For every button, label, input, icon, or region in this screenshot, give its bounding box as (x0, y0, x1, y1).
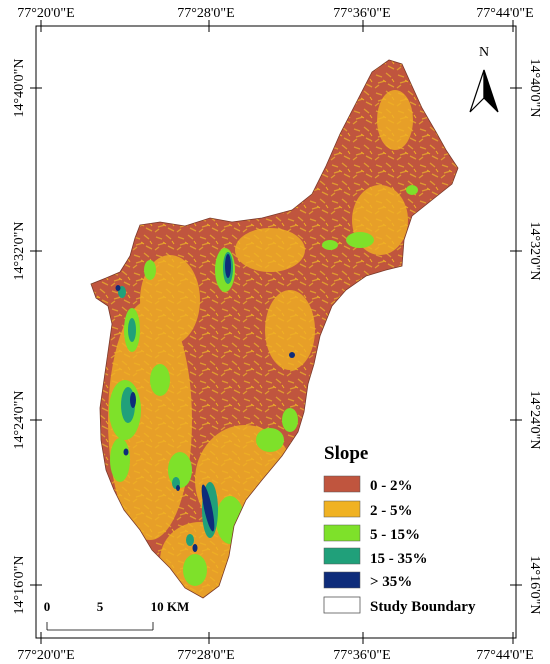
left-tick-label-1: 14°40'0"N (12, 59, 27, 118)
scale-label-0: 0 (44, 599, 51, 614)
legend-swatch-5-15 (323, 524, 361, 542)
legend-label-gt35: > 35% (370, 574, 412, 590)
bottom-tick-label-3: 77°36'0"E (333, 648, 390, 663)
bottom-tick-label-1: 77°20'0"E (17, 648, 74, 663)
right-tick-label-3: 14°24'0"N (527, 391, 542, 450)
north-arrow-icon (469, 69, 499, 113)
right-tick-label-2: 14°32'0"N (527, 222, 542, 281)
legend: Slope 0 - 2% 2 - 5% 5 - 15% 15 - 35% > 3… (323, 443, 476, 615)
legend-swatch-0-2 (323, 475, 361, 493)
legend-label-5-15: 5 - 15% (370, 527, 420, 543)
left-tick-label-3: 14°24'0"N (12, 391, 27, 450)
top-tick-label-4: 77°44'0"E (476, 6, 533, 21)
scale-bar: 0 5 10 KM (44, 599, 190, 631)
tick-marks (30, 20, 522, 644)
legend-swatch-2-5 (323, 500, 361, 518)
legend-swatch-boundary (323, 596, 361, 614)
top-tick-label-1: 77°20'0"E (17, 6, 74, 21)
legend-label-2-5: 2 - 5% (370, 503, 413, 519)
left-tick-label-2: 14°32'0"N (12, 222, 27, 281)
scale-label-5: 5 (97, 599, 104, 614)
legend-swatch-15-35 (323, 547, 361, 565)
top-tick-label-3: 77°36'0"E (333, 6, 390, 21)
bottom-tick-label-2: 77°28'0"E (177, 648, 234, 663)
legend-label-0-2: 0 - 2% (370, 478, 413, 494)
legend-label-boundary: Study Boundary (370, 599, 476, 615)
legend-title: Slope (324, 443, 368, 464)
right-tick-label-1: 14°40'0"N (527, 59, 542, 118)
scale-label-10km: 10 KM (151, 599, 190, 614)
legend-label-15-35: 15 - 35% (370, 551, 428, 567)
legend-swatch-gt35 (323, 571, 361, 589)
north-label: N (479, 45, 489, 60)
right-tick-label-4: 14°16'0"N (527, 556, 542, 615)
study-boundary (90, 59, 459, 599)
left-tick-label-4: 14°16'0"N (12, 556, 27, 615)
top-tick-label-2: 77°28'0"E (177, 6, 234, 21)
bottom-tick-label-4: 77°44'0"E (476, 648, 533, 663)
